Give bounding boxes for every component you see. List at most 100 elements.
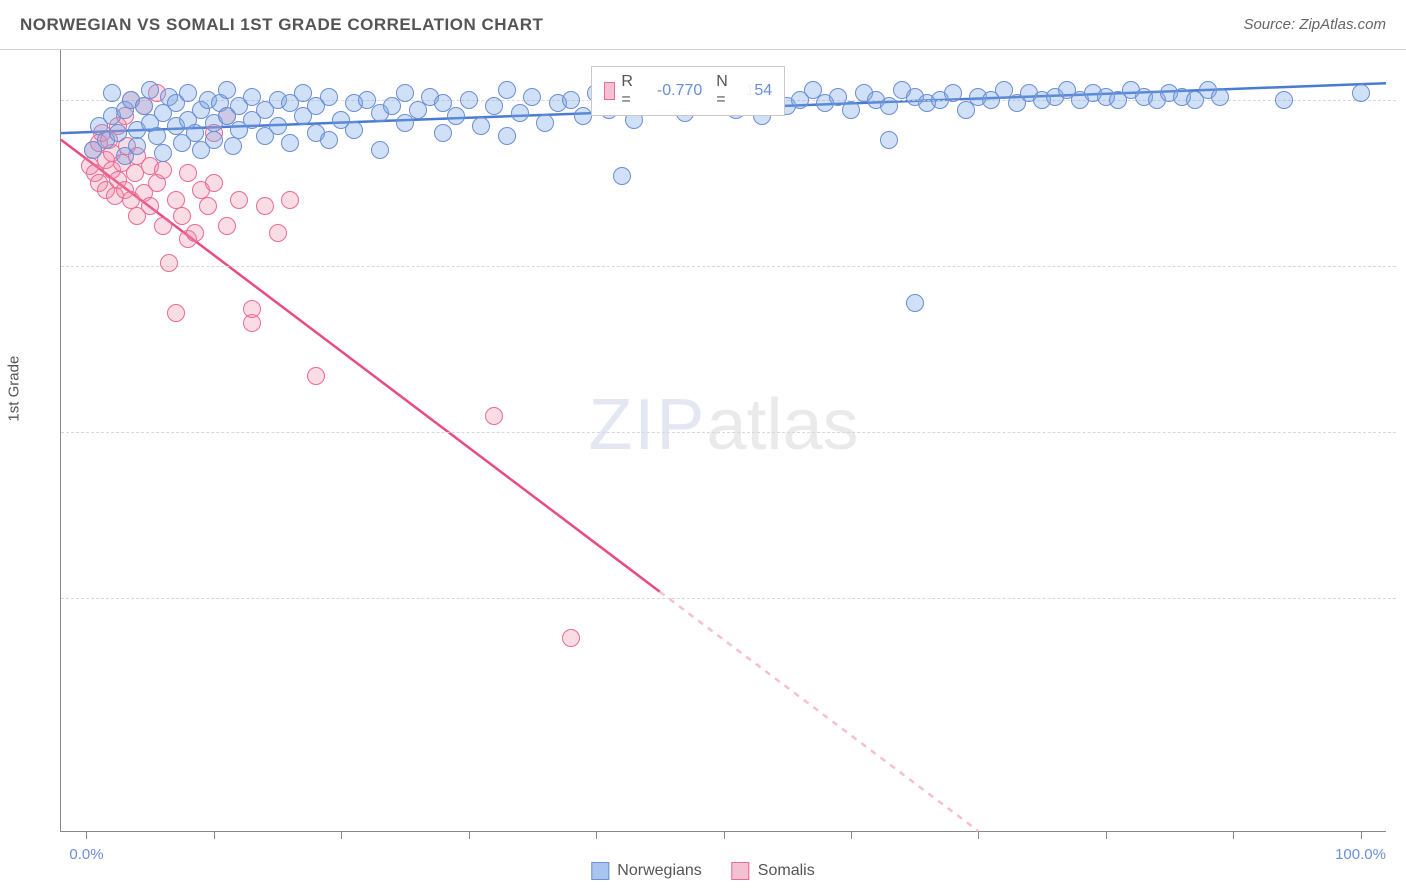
x-tick xyxy=(724,831,725,839)
scatter-point-norwegians xyxy=(1211,88,1229,106)
r-value-somalis: -0.770 xyxy=(642,82,702,100)
n-label: N = xyxy=(716,73,731,109)
scatter-point-norwegians xyxy=(880,131,898,149)
scatter-point-norwegians xyxy=(944,84,962,102)
x-tick xyxy=(214,831,215,839)
scatter-point-norwegians xyxy=(613,167,631,185)
scatter-point-somalis xyxy=(199,197,217,215)
scatter-point-norwegians xyxy=(320,88,338,106)
y-tick-label: 90.0% xyxy=(1396,424,1406,441)
grid-line xyxy=(61,266,1396,267)
x-tick xyxy=(1233,831,1234,839)
x-tick xyxy=(851,831,852,839)
scatter-point-somalis xyxy=(186,224,204,242)
scatter-point-norwegians xyxy=(135,97,153,115)
grid-line xyxy=(61,432,1396,433)
x-tick xyxy=(596,831,597,839)
y-tick-label: 85.0% xyxy=(1396,590,1406,607)
watermark: ZIPatlas xyxy=(588,384,858,466)
scatter-point-norwegians xyxy=(511,104,529,122)
x-tick xyxy=(86,831,87,839)
scatter-point-norwegians xyxy=(1275,91,1293,109)
scatter-point-norwegians xyxy=(562,91,580,109)
y-tick-label: 95.0% xyxy=(1396,258,1406,275)
scatter-point-norwegians xyxy=(345,121,363,139)
scatter-point-norwegians xyxy=(842,101,860,119)
scatter-point-norwegians xyxy=(574,107,592,125)
scatter-point-norwegians xyxy=(460,91,478,109)
scatter-point-norwegians xyxy=(224,137,242,155)
x-tick xyxy=(1361,831,1362,839)
x-tick xyxy=(341,831,342,839)
y-axis-label: 1st Grade xyxy=(6,356,23,422)
chart-title: NORWEGIAN VS SOMALI 1ST GRADE CORRELATIO… xyxy=(20,15,543,35)
trend-line xyxy=(660,592,979,831)
bottom-legend-somalis: Somalis xyxy=(732,862,815,880)
scatter-point-somalis xyxy=(179,164,197,182)
scatter-point-norwegians xyxy=(434,124,452,142)
n-value-somalis: 54 xyxy=(737,82,772,100)
x-tick-label: 0.0% xyxy=(69,846,103,863)
scatter-point-somalis xyxy=(167,191,185,209)
scatter-point-norwegians xyxy=(1352,84,1370,102)
scatter-point-somalis xyxy=(154,161,172,179)
scatter-point-somalis xyxy=(173,207,191,225)
bottom-label-somalis: Somalis xyxy=(758,862,815,880)
x-tick-label: 100.0% xyxy=(1335,846,1386,863)
scatter-point-norwegians xyxy=(320,131,338,149)
scatter-point-somalis xyxy=(256,197,274,215)
scatter-point-norwegians xyxy=(371,141,389,159)
scatter-point-somalis xyxy=(485,407,503,425)
scatter-point-norwegians xyxy=(880,97,898,115)
scatter-point-norwegians xyxy=(103,84,121,102)
x-tick xyxy=(469,831,470,839)
plot-area: ZIPatlas R = 0.446 N = 152 R = -0.770 N … xyxy=(60,50,1386,832)
scatter-point-norwegians xyxy=(269,117,287,135)
scatter-point-norwegians xyxy=(498,127,516,145)
scatter-point-norwegians xyxy=(485,97,503,115)
scatter-point-norwegians xyxy=(906,294,924,312)
watermark-zip: ZIP xyxy=(588,385,706,465)
scatter-point-somalis xyxy=(160,254,178,272)
bottom-legend: Norwegians Somalis xyxy=(591,862,814,880)
trend-lines-layer xyxy=(61,50,1386,831)
scatter-point-norwegians xyxy=(447,107,465,125)
scatter-point-norwegians xyxy=(472,117,490,135)
scatter-point-somalis xyxy=(562,629,580,647)
scatter-point-somalis xyxy=(154,217,172,235)
scatter-point-somalis xyxy=(243,300,261,318)
chart-header: NORWEGIAN VS SOMALI 1ST GRADE CORRELATIO… xyxy=(0,0,1406,50)
grid-line xyxy=(61,598,1396,599)
scatter-point-norwegians xyxy=(179,84,197,102)
scatter-point-norwegians xyxy=(498,81,516,99)
r-label: R = xyxy=(621,73,636,109)
scatter-point-somalis xyxy=(281,191,299,209)
scatter-point-somalis xyxy=(141,197,159,215)
scatter-point-somalis xyxy=(218,217,236,235)
scatter-point-norwegians xyxy=(536,114,554,132)
scatter-point-norwegians xyxy=(154,144,172,162)
scatter-point-somalis xyxy=(230,191,248,209)
scatter-point-somalis xyxy=(167,304,185,322)
chart-source: Source: ZipAtlas.com xyxy=(1243,16,1386,33)
scatter-point-norwegians xyxy=(396,84,414,102)
bottom-label-norwegians: Norwegians xyxy=(617,862,701,880)
scatter-point-somalis xyxy=(307,367,325,385)
bottom-swatch-norwegians xyxy=(591,862,609,880)
scatter-point-norwegians xyxy=(281,134,299,152)
scatter-point-somalis xyxy=(269,224,287,242)
x-tick xyxy=(1106,831,1107,839)
x-tick xyxy=(978,831,979,839)
scatter-point-norwegians xyxy=(109,124,127,142)
scatter-point-norwegians xyxy=(128,137,146,155)
scatter-point-norwegians xyxy=(218,81,236,99)
scatter-point-norwegians xyxy=(186,124,204,142)
scatter-point-norwegians xyxy=(141,81,159,99)
y-tick-label: 100.0% xyxy=(1396,91,1406,108)
scatter-point-norwegians xyxy=(523,88,541,106)
scatter-point-norwegians xyxy=(205,131,223,149)
scatter-point-somalis xyxy=(205,174,223,192)
scatter-point-norwegians xyxy=(148,127,166,145)
bottom-swatch-somalis xyxy=(732,862,750,880)
watermark-atlas: atlas xyxy=(706,385,858,465)
